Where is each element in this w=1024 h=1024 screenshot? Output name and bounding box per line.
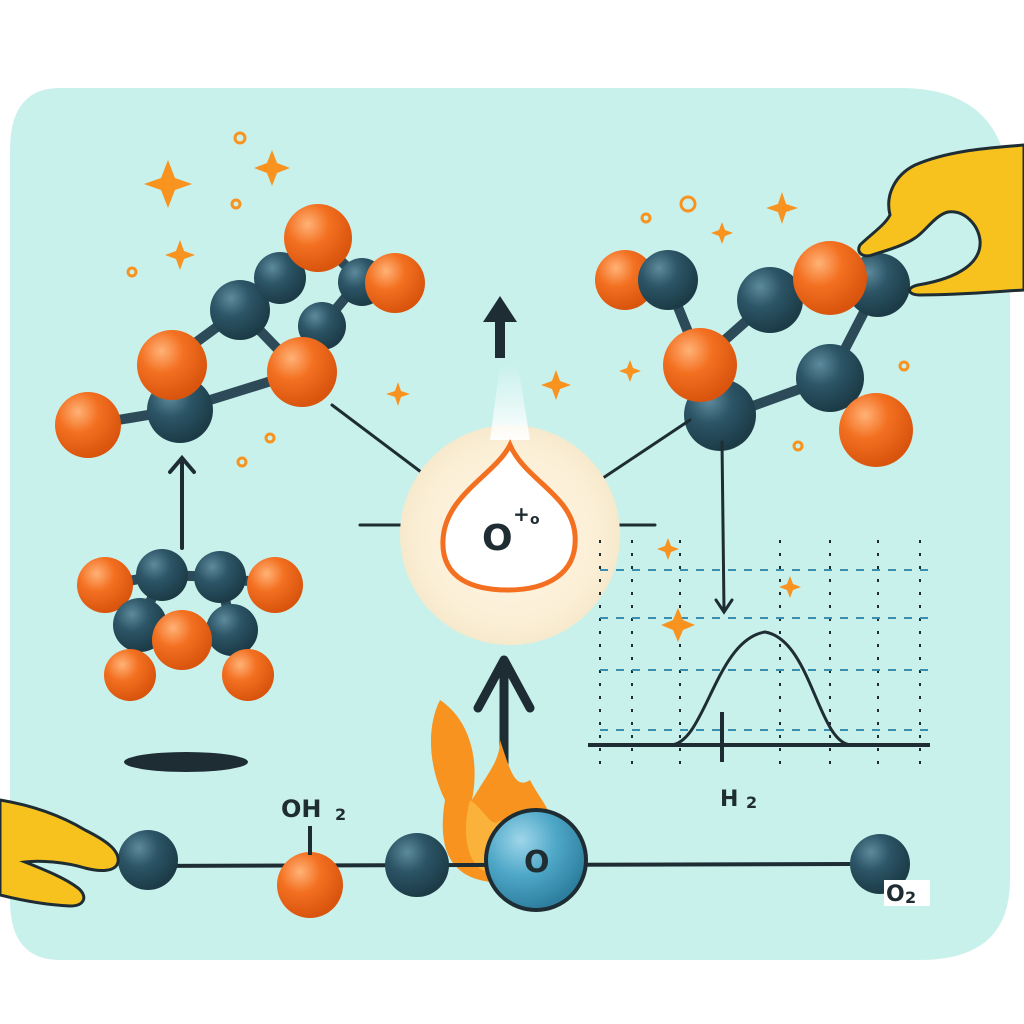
hand-top-right: [857, 143, 1024, 297]
sparkles: [144, 150, 801, 642]
atom-dark: [136, 549, 188, 601]
atom-dark: [385, 833, 449, 897]
atom-dark: [210, 280, 270, 340]
atom-orange: [77, 557, 133, 613]
atom-dark: [118, 830, 178, 890]
molecule-top-right: [595, 241, 913, 467]
arrow-up-left: [168, 454, 196, 550]
atom-dark: [737, 267, 803, 333]
atom-blue: [484, 808, 588, 912]
o-atom-label: O: [524, 845, 550, 880]
ion-subscript: o: [530, 512, 540, 528]
atom-orange: [277, 852, 343, 918]
atom-orange: [152, 610, 212, 670]
molecule-bottom-row: [118, 808, 910, 918]
graph-label: H: [720, 787, 738, 812]
ring-shadow: [124, 752, 248, 772]
atom-dark: [254, 252, 306, 304]
oh2-label-sub: 2: [335, 805, 346, 824]
ion-superscript: +: [513, 502, 530, 526]
hand-bottom-left: [0, 798, 120, 908]
light-beam: [490, 365, 530, 440]
atom-orange: [839, 393, 913, 467]
atom-orange: [104, 649, 156, 701]
dots: [126, 131, 910, 468]
graph-grid-horizontal: [600, 569, 930, 731]
atom-orange: [793, 241, 867, 315]
ion-drop: [440, 439, 578, 593]
atom-orange: [663, 328, 737, 402]
o2-label-bg: [884, 880, 930, 906]
oh2-label: OH: [281, 795, 322, 823]
graph-label-sub: 2: [746, 793, 757, 812]
atom-dark: [194, 551, 246, 603]
atom-orange: [284, 204, 352, 272]
atom-dark: [850, 834, 910, 894]
atom-dark: [796, 344, 864, 412]
ion-label: O: [482, 518, 513, 559]
atom-orange: [595, 250, 655, 310]
molecule-ring: [77, 549, 303, 701]
atom-orange: [222, 649, 274, 701]
o2-label-sub: 2: [905, 888, 916, 907]
o2-label: O: [886, 882, 905, 907]
atom-orange: [267, 337, 337, 407]
atom-orange: [137, 330, 207, 400]
atom-orange: [55, 392, 121, 458]
atom-orange: [365, 253, 425, 313]
atom-orange: [247, 557, 303, 613]
atom-dark: [206, 604, 258, 656]
graph-arrow-down: [714, 440, 734, 615]
atom-dark: [638, 250, 698, 310]
arrow-up-top: [483, 296, 517, 358]
graph-curve: [669, 630, 853, 747]
molecule-top-left: [55, 204, 425, 458]
